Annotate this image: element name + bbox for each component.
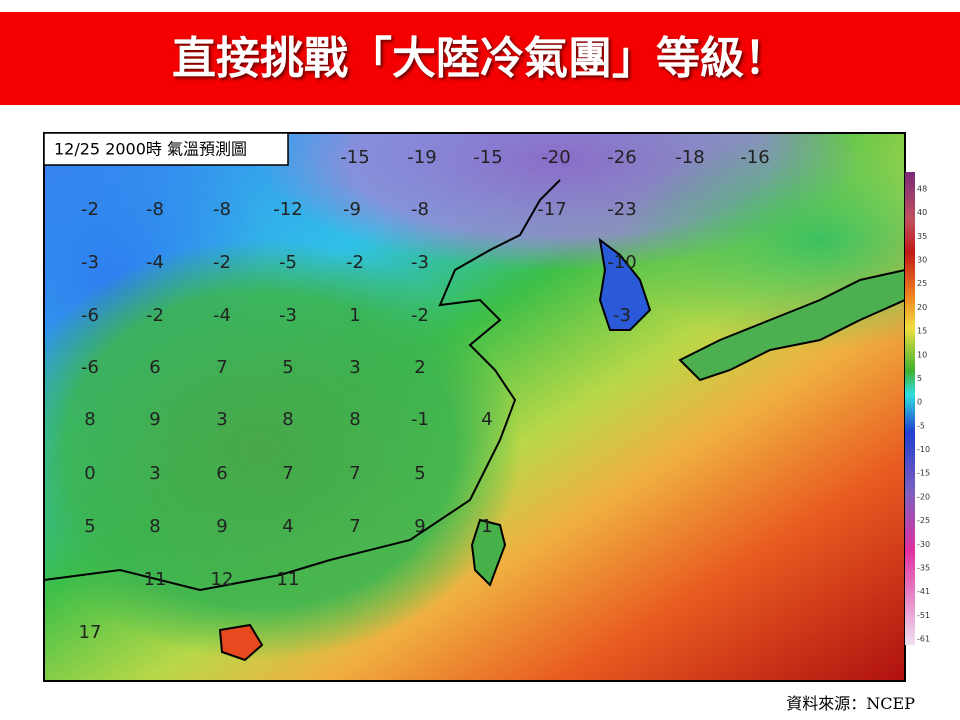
temperature-label: 4: [481, 409, 492, 430]
temperature-label: 17: [79, 622, 102, 643]
colorbar-tick-label: 48: [917, 185, 927, 194]
temperature-label: -4: [146, 252, 164, 273]
temperature-label: 7: [349, 516, 360, 537]
temperature-label: 11: [144, 569, 167, 590]
colorbar-tick-label: -25: [917, 516, 930, 525]
temperature-label: -10: [607, 252, 636, 273]
temperature-label: -15: [340, 147, 369, 168]
colorbar-tick-label: 0: [917, 398, 922, 407]
colorbar-tick-label: -15: [917, 469, 930, 478]
temperature-label: 5: [282, 357, 293, 378]
temperature-label: 5: [84, 516, 95, 537]
header-banner: 直接挑戰「大陸冷氣團」等級！: [0, 12, 960, 105]
map-background: [44, 133, 905, 681]
temperature-label: -12: [273, 199, 302, 220]
temperature-label: -3: [81, 252, 99, 273]
temperature-label: 12: [211, 569, 234, 590]
colorbar-tick-label: -5: [917, 421, 925, 430]
temperature-label: 2: [414, 357, 425, 378]
temperature-label: 9: [414, 516, 425, 537]
temperature-label: -16: [740, 147, 769, 168]
colorbar-tick-label: -20: [917, 492, 930, 501]
temperature-label: 6: [149, 357, 160, 378]
colorbar-tick-label: -35: [917, 563, 930, 572]
colorbar-tick-label: 20: [917, 303, 927, 312]
temperature-label: 0: [84, 463, 95, 484]
temperature-label: -15: [473, 147, 502, 168]
temperature-label: 3: [349, 357, 360, 378]
temperature-label: -20: [541, 147, 570, 168]
temperature-label: -5: [279, 252, 297, 273]
temperature-label: 9: [216, 516, 227, 537]
temperature-label: 7: [216, 357, 227, 378]
temperature-label: 8: [349, 409, 360, 430]
colorbar-tick-label: -41: [917, 587, 930, 596]
temperature-label: 4: [282, 516, 293, 537]
colorbar: [905, 172, 915, 645]
temperature-label: 7: [349, 463, 360, 484]
source-note: 資料來源：NCEP: [786, 694, 915, 713]
temperature-label: -17: [537, 199, 566, 220]
temperature-label: 1: [349, 305, 360, 326]
colorbar-tick-label: 30: [917, 256, 927, 265]
temperature-label: 9: [149, 409, 160, 430]
temperature-label: -4: [213, 305, 231, 326]
temperature-label: 11: [277, 569, 300, 590]
temperature-label: -9: [343, 199, 361, 220]
temperature-label: 5: [414, 463, 425, 484]
colorbar-tick-label: 40: [917, 208, 927, 217]
colorbar-tick-label: -30: [917, 540, 930, 549]
temperature-label: -8: [411, 199, 429, 220]
temperature-label: -8: [213, 199, 231, 220]
temperature-label: 8: [149, 516, 160, 537]
temperature-label: -2: [346, 252, 364, 273]
colorbar-tick-label: 35: [917, 232, 927, 241]
temperature-label: -23: [607, 199, 636, 220]
temperature-label: -2: [146, 305, 164, 326]
temperature-label: -2: [213, 252, 231, 273]
temperature-label: -2: [81, 199, 99, 220]
colorbar-tick-label: 10: [917, 350, 927, 359]
temperature-label: -3: [613, 305, 631, 326]
temperature-label: -3: [411, 252, 429, 273]
map-label: 12/25 2000時 氣溫預測圖: [54, 140, 247, 159]
temperature-label: -19: [407, 147, 436, 168]
colorbar-tick-label: -61: [917, 635, 930, 644]
colorbar-tick-label: 15: [917, 327, 927, 336]
temperature-label: -6: [81, 305, 99, 326]
header-title: 直接挑戰「大陸冷氣團」等級！: [172, 33, 788, 84]
colorbar-tick-label: -10: [917, 445, 930, 454]
temperature-label: 8: [84, 409, 95, 430]
temperature-label: -1: [411, 409, 429, 430]
colorbar-tick-label: -51: [917, 611, 930, 620]
temperature-label: -18: [675, 147, 704, 168]
temperature-label: -2: [411, 305, 429, 326]
temperature-label: -26: [607, 147, 636, 168]
temperature-label: 1: [481, 516, 492, 537]
colorbar-tick-label: 25: [917, 279, 927, 288]
temperature-label: 3: [149, 463, 160, 484]
temperature-label: 8: [282, 409, 293, 430]
temperature-label: 7: [282, 463, 293, 484]
temperature-label: 3: [216, 409, 227, 430]
temperature-label: -3: [279, 305, 297, 326]
temperature-label: -6: [81, 357, 99, 378]
temperature-label: -8: [146, 199, 164, 220]
colorbar-tick-label: 5: [917, 374, 922, 383]
temperature-label: 6: [216, 463, 227, 484]
map-label-box: [43, 132, 289, 166]
